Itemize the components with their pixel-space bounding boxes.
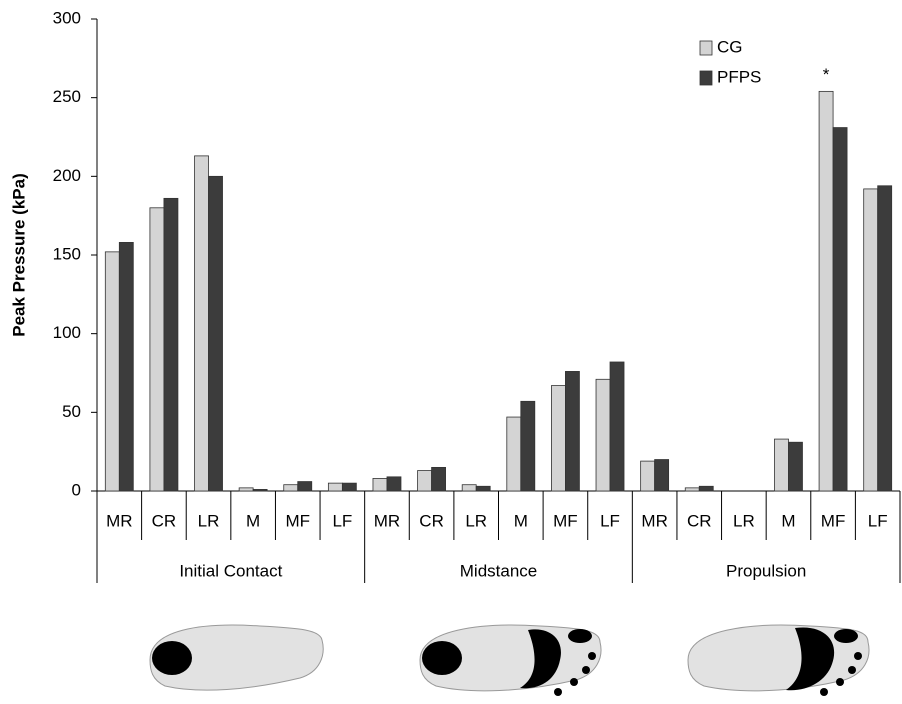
bar [698, 485, 714, 492]
bar [417, 470, 432, 492]
y-tick-label: 200 [53, 166, 81, 185]
x-tick-label: MF [553, 511, 578, 530]
y-tick-label: 300 [53, 8, 81, 27]
bar [863, 188, 879, 492]
x-tick-label: LF [600, 511, 620, 530]
bar [238, 487, 254, 492]
legend-label: PFPS [717, 67, 761, 86]
bar [506, 416, 522, 492]
x-tick-label: CR [419, 511, 444, 530]
bar [386, 476, 402, 492]
legend-swatch [699, 70, 713, 86]
bar [149, 207, 165, 492]
bar [194, 155, 209, 492]
bar [774, 438, 789, 492]
bar [283, 484, 299, 492]
bar [327, 482, 343, 492]
x-tick-label: M [514, 511, 528, 530]
x-tick-label: CR [152, 511, 177, 530]
bar [818, 90, 834, 492]
bar [609, 361, 625, 492]
foot-propulsion [687, 624, 870, 696]
y-tick-label: 0 [72, 480, 81, 499]
bar [252, 489, 268, 492]
foot-initial-contact [149, 624, 324, 691]
bar [341, 482, 357, 492]
bar [565, 371, 580, 492]
group-label: Initial Contact [179, 561, 282, 580]
bar [788, 441, 803, 492]
x-tick-label: MF [285, 511, 310, 530]
x-tick-label: LR [198, 511, 220, 530]
x-tick-label: CR [687, 511, 712, 530]
bar [461, 484, 477, 492]
y-tick-label: 150 [53, 244, 81, 263]
bar [684, 487, 700, 492]
bar [118, 242, 134, 492]
y-tick-label: 50 [62, 402, 81, 421]
bar [832, 127, 848, 492]
y-tick-label: 250 [53, 87, 81, 106]
bar [208, 175, 223, 492]
x-tick-label: MF [821, 511, 846, 530]
y-axis-title: Peak Pressure (kPa) [9, 173, 28, 337]
bar [520, 400, 536, 492]
group-label: Propulsion [726, 561, 806, 580]
bar [595, 378, 611, 492]
bar [640, 460, 656, 492]
x-tick-label: MR [106, 511, 132, 530]
legend-label: CG [717, 37, 743, 56]
bar [163, 197, 179, 492]
bar [475, 485, 491, 492]
x-tick-label: LR [733, 511, 755, 530]
annotation: * [823, 65, 830, 84]
x-tick-label: LF [332, 511, 352, 530]
bar [431, 466, 446, 492]
bar [372, 478, 388, 492]
x-tick-label: MR [374, 511, 400, 530]
foot-midstance [419, 624, 602, 696]
bar [877, 185, 893, 492]
bar [104, 251, 120, 492]
legend-swatch [699, 40, 713, 56]
y-tick-label: 100 [53, 323, 81, 342]
x-tick-label: MR [641, 511, 667, 530]
bar [551, 385, 566, 492]
group-label: Midstance [460, 561, 537, 580]
bar [654, 459, 670, 492]
x-tick-label: M [246, 511, 260, 530]
bar [297, 481, 313, 492]
x-tick-label: M [781, 511, 795, 530]
x-tick-label: LF [868, 511, 888, 530]
x-tick-label: LR [465, 511, 487, 530]
